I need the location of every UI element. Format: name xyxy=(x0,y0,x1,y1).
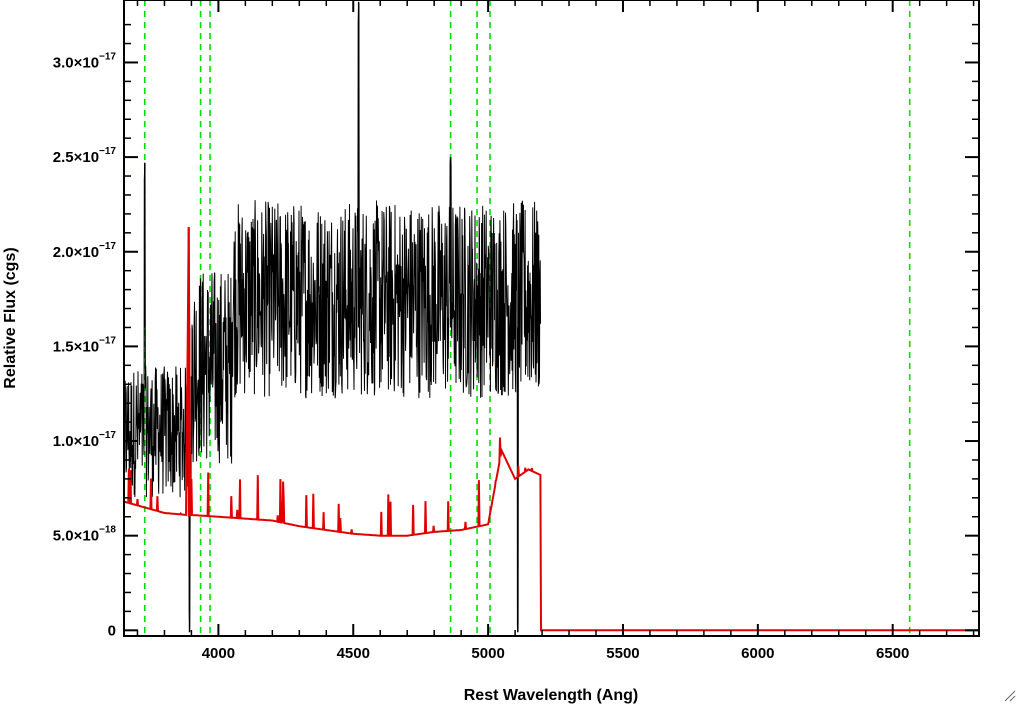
y-tick-label: 2.0×10−17 xyxy=(53,241,117,261)
model-line xyxy=(123,227,979,632)
y-tick-label: 2.5×10−17 xyxy=(53,146,117,166)
x-tick-label: 4000 xyxy=(202,645,235,662)
x-tick-label: 5500 xyxy=(606,645,639,662)
x-tick-label: 6000 xyxy=(741,645,774,662)
y-tick-label: 0 xyxy=(108,622,116,639)
x-tick-label: 4500 xyxy=(337,645,370,662)
x-axis-title: Rest Wavelength (Ang) xyxy=(464,687,639,704)
resize-grip-icon[interactable] xyxy=(1004,690,1016,702)
x-tick-label: 6500 xyxy=(876,645,909,662)
y-tick-label: 5.0×10−18 xyxy=(53,525,117,545)
axes: 4000 4500 5000 5500 6000 6500 0 5.0×10−18 1.0×10… xyxy=(53,0,980,662)
spectrum-line xyxy=(123,3,541,632)
x-tick-label: 5000 xyxy=(471,645,504,662)
y-tick-label: 3.0×10−17 xyxy=(53,51,117,71)
plot-area xyxy=(123,0,979,636)
y-tick-label: 1.0×10−17 xyxy=(53,430,117,450)
y-axis-title: Relative Flux (cgs) xyxy=(2,247,19,388)
y-tick-label: 1.5×10−17 xyxy=(53,335,117,355)
plot-frame xyxy=(123,0,980,637)
